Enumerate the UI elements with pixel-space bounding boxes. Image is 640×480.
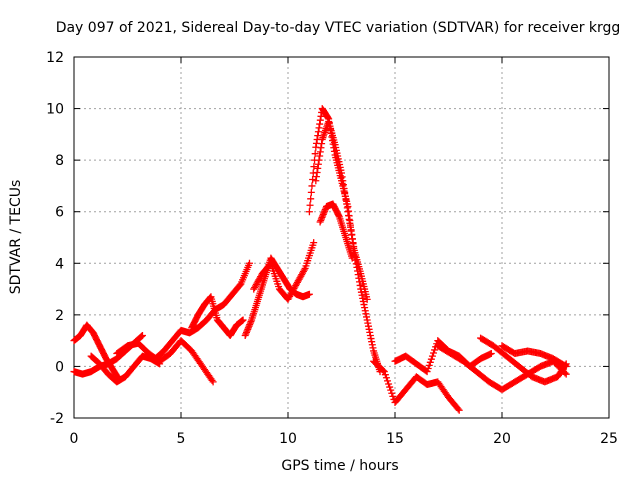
data-point — [310, 239, 318, 247]
data-point — [208, 376, 216, 384]
data-point — [430, 349, 438, 357]
y-tick-label: 10 — [46, 102, 64, 118]
data-point — [363, 295, 371, 303]
data-point — [428, 352, 436, 360]
y-tick-label: 2 — [55, 308, 64, 324]
data-point — [423, 368, 431, 376]
data-point — [307, 188, 315, 196]
y-tick-label: 4 — [55, 256, 64, 272]
y-axis-label: SDTVAR / TECUs — [8, 180, 24, 295]
series-satellite-track-e — [151, 259, 253, 363]
x-tick-label: 10 — [279, 431, 297, 447]
data-point — [307, 195, 315, 203]
data-point — [562, 362, 570, 370]
x-tick-label: 15 — [386, 431, 404, 447]
series-satellite-track-h — [250, 239, 318, 303]
x-tick-label: 5 — [177, 431, 186, 447]
data-point — [138, 332, 146, 340]
data-point — [209, 378, 217, 386]
y-tick-label: 12 — [46, 50, 64, 66]
series-satellite-track-f — [188, 293, 247, 339]
axis-ticks — [73, 56, 610, 419]
x-tick-label: 25 — [600, 431, 618, 447]
x-axis-label: GPS time / hours — [281, 458, 398, 474]
data-point — [425, 361, 433, 369]
series-satellite-track-g — [241, 254, 313, 339]
data-point — [388, 389, 396, 397]
data-point — [389, 392, 397, 400]
plot-frame — [73, 56, 610, 419]
data-point — [305, 290, 313, 298]
data-point — [138, 331, 146, 339]
data-point — [386, 383, 394, 391]
data-point — [309, 175, 317, 183]
y-tick-label: 8 — [55, 153, 64, 169]
series-satellite-track-m — [391, 337, 495, 376]
y-tick-label: 0 — [55, 359, 64, 375]
x-tick-label: 20 — [493, 431, 511, 447]
data-point — [431, 346, 439, 354]
data-point — [348, 254, 356, 262]
data-point — [381, 371, 389, 379]
series-satellite-track-d — [113, 337, 217, 386]
data-point — [239, 316, 247, 324]
data-point — [487, 350, 495, 358]
data-point — [380, 368, 388, 376]
data-point — [384, 377, 392, 385]
x-tick-labels: 0 5 10 15 20 25 — [70, 431, 618, 447]
data-point — [424, 364, 432, 372]
x-tick-label: 0 — [70, 431, 79, 447]
data-point — [306, 201, 314, 209]
data-point — [308, 182, 316, 190]
series-satellite-track-n — [434, 342, 570, 394]
data-point — [427, 355, 435, 363]
series-satellite-track-j — [312, 117, 371, 303]
data-point — [305, 208, 313, 216]
data-point — [385, 380, 393, 388]
data-point — [245, 259, 253, 267]
series-satellite-track-l — [370, 357, 463, 414]
data-point — [561, 362, 569, 370]
data-point — [387, 386, 395, 394]
data-point — [562, 370, 570, 378]
data-point — [311, 150, 319, 158]
data-point — [382, 374, 390, 382]
series-satellite-track-k — [316, 200, 356, 262]
series-satellite-track-p — [498, 342, 570, 370]
data-point — [310, 163, 318, 171]
data-point — [454, 405, 462, 413]
y-tick-label: -2 — [50, 411, 64, 427]
chart-title: Day 097 of 2021, Sidereal Day-to-day VTE… — [56, 20, 621, 36]
data-point — [300, 266, 308, 274]
data-point — [455, 406, 463, 414]
data-point — [379, 367, 387, 375]
y-tick-label: 6 — [55, 205, 64, 221]
y-tick-labels: -2 0 2 4 6 8 10 12 — [46, 50, 64, 427]
data-point — [426, 358, 434, 366]
data-series — [70, 105, 570, 414]
